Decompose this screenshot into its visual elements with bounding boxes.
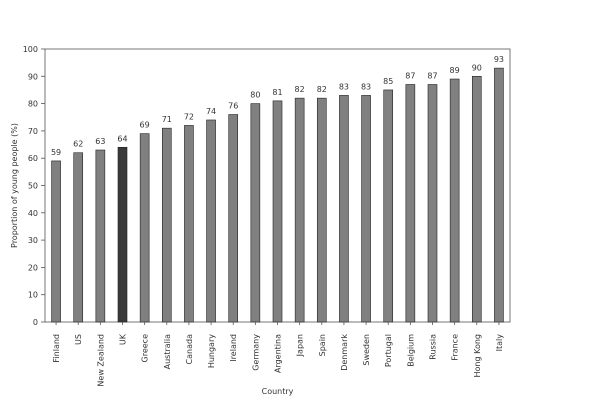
bar-hungary [206, 119, 216, 323]
bar-uk [117, 146, 128, 323]
data-label: 71 [162, 115, 172, 124]
bar-spain [316, 97, 327, 323]
x-tick-label: UK [119, 333, 128, 345]
bar-japan [294, 97, 305, 323]
y-axis-title: Proportion of young people (%) [10, 123, 19, 248]
bar-hong-kong [471, 76, 482, 323]
data-labels: 59 62 63 64 69 71 72 74 76 80 81 82 82 83 83 85 87 87 89 90… [51, 55, 504, 157]
x-tick-label: New Zealand [96, 334, 105, 387]
x-tick-label: Germany [251, 334, 260, 371]
y-tick-label: 90 [28, 72, 38, 81]
x-axis-title: Country [262, 387, 294, 396]
data-label: 87 [427, 71, 437, 80]
x-tick-label: Italy [495, 334, 504, 352]
data-label: 83 [339, 82, 349, 91]
y-tick-label: 50 [28, 182, 38, 191]
x-tick-label: US [74, 334, 83, 345]
bar-belgium [405, 84, 416, 323]
x-tick-label: Ireland [229, 334, 238, 362]
y-tick-label: 30 [28, 236, 38, 245]
bar-sweden [361, 95, 371, 323]
x-tick-label: Canada [185, 334, 194, 365]
data-label: 59 [51, 148, 61, 157]
x-tick-label: Finland [52, 334, 61, 363]
data-label: 76 [228, 102, 238, 111]
x-axis: Finland US New Zealand UK Greece Australia Can… [52, 322, 504, 387]
y-tick-label: 100 [23, 45, 38, 54]
y-axis: 0 10 20 30 40 50 60 70 80 90 100 [23, 45, 45, 327]
x-tick-label: Hong Kong [473, 334, 482, 378]
y-tick-label: 0 [33, 318, 38, 327]
x-tick-label: Japan [296, 334, 305, 357]
data-label: 62 [73, 140, 83, 149]
y-tick-label: 80 [28, 100, 38, 109]
bar-us [73, 152, 84, 323]
bar-ireland [228, 114, 239, 323]
x-tick-label: Spain [318, 334, 327, 356]
bar-finland [51, 160, 61, 323]
data-label: 64 [117, 134, 127, 143]
y-tick-label: 40 [28, 209, 38, 218]
data-label: 90 [472, 63, 482, 72]
x-tick-label: Belgium [406, 334, 415, 367]
data-label: 87 [405, 71, 415, 80]
data-label: 74 [206, 107, 216, 116]
x-tick-label: Russia [429, 334, 438, 360]
bar-germany [250, 103, 261, 323]
bar-australia [161, 127, 172, 323]
x-tick-label: Argentina [274, 334, 283, 373]
x-tick-label: Hungary [207, 334, 216, 368]
data-label: 83 [361, 82, 371, 91]
bar-argentina [272, 100, 283, 323]
x-tick-label: France [451, 334, 460, 361]
x-tick-label: Denmark [340, 334, 349, 371]
bar-greece [139, 133, 150, 323]
x-tick-label: Australia [163, 334, 172, 369]
bar-new-zealand [95, 149, 106, 323]
bar-denmark [339, 95, 349, 323]
bar-france [449, 78, 460, 323]
y-tick-label: 70 [28, 127, 38, 136]
x-tick-label: Sweden [362, 334, 371, 366]
bar-portugal [383, 89, 394, 323]
data-label: 69 [140, 121, 150, 130]
data-label: 72 [184, 112, 194, 121]
bars [51, 67, 504, 323]
y-tick-label: 60 [28, 154, 38, 163]
y-tick-label: 10 [28, 291, 38, 300]
data-label: 82 [317, 85, 327, 94]
data-label: 80 [250, 91, 260, 100]
data-label: 89 [450, 66, 460, 75]
data-label: 82 [295, 85, 305, 94]
data-label: 93 [494, 55, 504, 64]
bar-italy [494, 67, 504, 323]
data-label: 63 [95, 137, 105, 146]
x-tick-label: Greece [141, 334, 150, 363]
bar-russia [427, 84, 438, 323]
data-label: 85 [383, 77, 393, 86]
x-tick-label: Portugal [384, 334, 393, 367]
bar-canada [184, 125, 194, 323]
y-tick-label: 20 [28, 263, 38, 272]
data-label: 81 [272, 88, 282, 97]
